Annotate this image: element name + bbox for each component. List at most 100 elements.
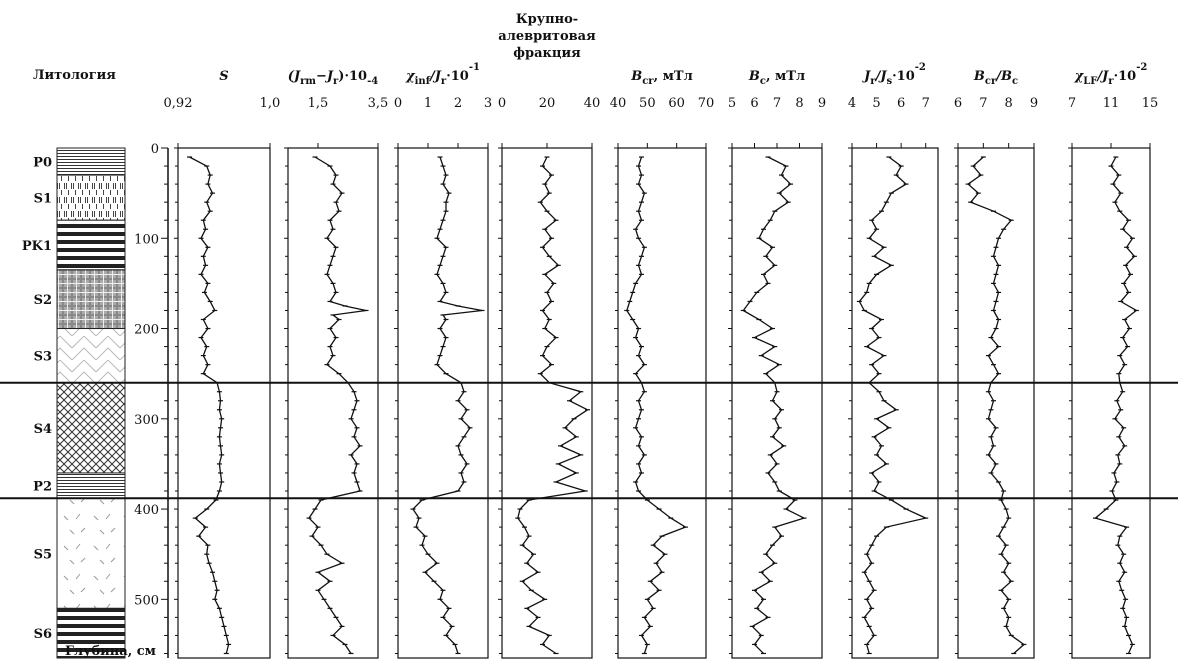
panel-title-line: алевритовая — [498, 29, 596, 44]
lithology-label: S6 — [34, 627, 52, 642]
lithology-unit — [56, 497, 126, 609]
x-tick-label: 6 — [954, 96, 962, 111]
panel-Bcr: 40 50 60 70 Bcr, мТл — [610, 69, 715, 659]
series-line — [967, 156, 1025, 654]
lithology-label: S2 — [34, 293, 52, 308]
panel-Jrm_minus_Jr: 1,5 3,5 (Jrm−Jr)·10-4 — [284, 69, 389, 659]
lithology-unit — [56, 174, 126, 221]
x-tick-label: 6 — [750, 96, 758, 111]
lithology-label: S1 — [34, 192, 52, 207]
x-tick-label: 1,0 — [260, 96, 281, 111]
panel-title: χLF/Jr·10-2 — [1074, 62, 1148, 87]
x-tick-label: 9 — [1030, 96, 1038, 111]
x-tick-label: 50 — [639, 96, 656, 111]
panel-frame — [1071, 147, 1151, 659]
depth-tick-label: 400 — [134, 503, 159, 518]
panel-frame — [731, 147, 823, 659]
series-line — [517, 156, 589, 655]
panel-title: χinf/Jr·10-1 — [405, 62, 480, 87]
x-tick-label: 0 — [498, 96, 506, 111]
x-tick-label: 9 — [818, 96, 826, 111]
lithology-column: Литология P0 S1 PK1 S2 S3 S4 P2 S5 S6 — [22, 68, 126, 659]
lithology-label: P2 — [33, 480, 52, 495]
x-tick-label: 3 — [484, 96, 492, 111]
panel-S: 0,92 1,0 S — [164, 69, 281, 659]
x-tick-label: 11 — [1103, 96, 1120, 111]
series-line — [412, 156, 483, 654]
x-tick-label: 60 — [668, 96, 685, 111]
panel-title: Jr/Js·10-2 — [861, 62, 926, 87]
x-tick-label: 7 — [922, 96, 930, 111]
panel-frame — [287, 147, 379, 659]
depth-tick-label: 300 — [134, 413, 159, 428]
series-line — [1094, 156, 1138, 654]
lithology-title: Литология — [33, 68, 116, 83]
x-tick-label: 5 — [872, 96, 880, 111]
x-tick-label: 40 — [584, 96, 601, 111]
depth-tick-label: 100 — [134, 232, 159, 247]
lithology-label: P0 — [33, 156, 52, 171]
depth-tick-label: 0 — [151, 142, 159, 157]
x-tick-label: 7 — [1068, 96, 1076, 111]
panel-frame — [957, 147, 1035, 659]
depth-tick-label: 500 — [134, 593, 159, 608]
x-tick-label: 3,5 — [368, 96, 389, 111]
series-line — [626, 156, 687, 654]
panel-frame — [851, 147, 939, 659]
lithology-unit — [56, 607, 126, 659]
panel-Bcr_Bc: 6 7 8 9 Bcr/Bc — [954, 69, 1038, 659]
panel-frame — [397, 147, 489, 659]
lithology-label: S5 — [34, 547, 52, 562]
panel-title-line: Крупно- — [516, 12, 578, 27]
x-tick-label: 0 — [394, 96, 402, 111]
panel-title: (Jrm−Jr)·10-4 — [288, 69, 378, 87]
depth-axis-label: Глубина, см — [65, 644, 156, 659]
panel-title: Bc, мТл — [748, 69, 805, 87]
x-tick-label: 7 — [979, 96, 987, 111]
panel-chi_inf_Jr: 0 1 2 3 χinf/Jr·10-1 — [394, 62, 492, 659]
horizon-lines — [0, 381, 1178, 500]
panels: 0,92 1,0 S 1,5 3,5 (Jrm−Jr)·10-4 0 1 2 3 χinf/Jr·1… — [164, 12, 1159, 659]
panel-title: Bcr, мТл — [630, 69, 693, 87]
x-tick-label: 4 — [848, 96, 856, 111]
series-line — [742, 156, 806, 654]
lithology-unit — [56, 147, 126, 176]
series-line — [308, 156, 367, 654]
series-line — [189, 156, 230, 654]
x-tick-label: 70 — [698, 96, 715, 111]
x-tick-label: 0,92 — [164, 96, 193, 111]
x-tick-label: 1 — [424, 96, 432, 111]
depth-axis: 0 100 200 300 400 500 Глубина, см — [65, 142, 169, 659]
x-tick-label: 20 — [539, 96, 556, 111]
x-tick-label: 1,5 — [308, 96, 329, 111]
x-tick-label: 6 — [897, 96, 905, 111]
x-tick-label: 5 — [728, 96, 736, 111]
panel-coarse_silt: 0 20 40 Крупно-алевритовая фракция — [498, 12, 601, 659]
depth-tick-label: 200 — [134, 323, 159, 338]
x-tick-label: 15 — [1142, 96, 1159, 111]
panel-title: S — [219, 69, 228, 84]
x-tick-label: 7 — [773, 96, 781, 111]
panel-title-line: фракция — [513, 46, 581, 61]
panel-chi_LF_Jr: 7 11 15 χLF/Jr·10-2 — [1068, 62, 1159, 659]
lithology-unit — [56, 219, 126, 271]
lithology-unit — [56, 269, 126, 330]
panel-frame — [501, 147, 593, 659]
x-tick-label: 2 — [454, 96, 462, 111]
lithology-label: PK1 — [22, 239, 52, 254]
panel-Jr_Js: 4 5 6 7 Jr/Js·10-2 — [848, 62, 939, 659]
x-tick-label: 8 — [1005, 96, 1013, 111]
lithology-label: S4 — [34, 422, 52, 437]
panel-Bc: 5 6 7 8 9 Bc, мТл — [728, 69, 826, 659]
panel-frame — [617, 147, 707, 659]
series-line — [858, 156, 928, 654]
lithology-unit — [56, 382, 126, 474]
lithology-label: S3 — [34, 350, 52, 365]
x-tick-label: 40 — [610, 96, 627, 111]
x-tick-label: 8 — [795, 96, 803, 111]
panel-title: Bcr/Bc — [973, 69, 1018, 87]
lithology-unit — [56, 328, 126, 384]
panel-frame — [177, 147, 271, 659]
lithology-unit — [56, 472, 126, 499]
